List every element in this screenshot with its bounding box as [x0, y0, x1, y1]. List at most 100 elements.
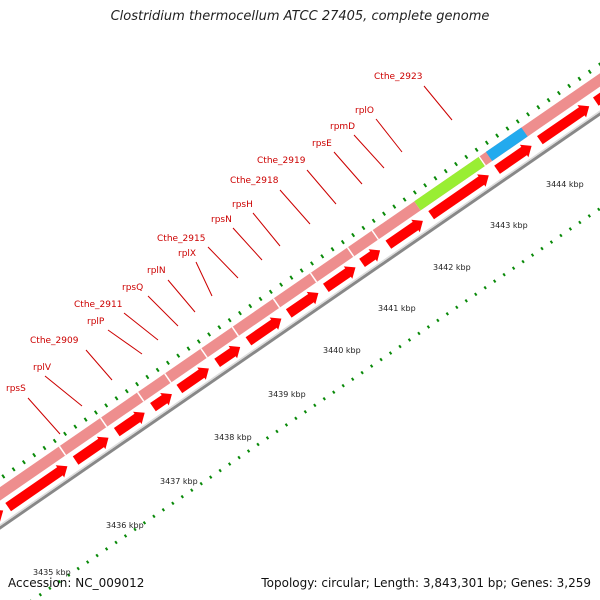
gene-label: rpsS [6, 384, 26, 394]
leader-line [252, 212, 281, 247]
outer-tick [433, 176, 438, 181]
inner-tick-marks [30, 207, 600, 600]
gene-arrow [214, 345, 241, 367]
inner-tick [492, 279, 497, 284]
outer-tick [556, 90, 561, 96]
inner-tick [199, 481, 203, 486]
gene-label: Cthe_2915 [157, 234, 205, 244]
inner-tick [142, 521, 147, 525]
outer-tick [124, 388, 129, 394]
gene-arrow [5, 465, 68, 512]
gene-arrow [150, 393, 172, 412]
outer-tick [474, 147, 479, 153]
outer-tick [464, 154, 469, 160]
outer-tick [227, 318, 232, 323]
inner-tick [407, 338, 412, 342]
pink-track-divider [231, 326, 240, 337]
outer-tick [258, 296, 263, 302]
inner-tick [265, 436, 270, 440]
inner-tick [209, 475, 213, 479]
outer-tick [165, 360, 170, 366]
outer-tick [567, 83, 572, 89]
outer-tick [155, 367, 160, 373]
outer-tick [207, 332, 212, 337]
outer-tick [145, 374, 150, 380]
inner-tick [351, 377, 355, 381]
gene-label: rpsH [232, 200, 253, 210]
gene-arrow [494, 144, 532, 174]
outer-tick [289, 275, 294, 280]
leader-line [107, 329, 143, 355]
pink-track-divider [309, 272, 318, 283]
outer-tick [186, 346, 191, 351]
inner-tick [133, 527, 137, 532]
outer-tick-marks [1, 62, 600, 479]
pink-track-divider [200, 348, 208, 358]
inner-tick [578, 220, 582, 225]
inner-tick [597, 207, 600, 212]
outer-tick [371, 218, 376, 224]
outer-tick [423, 183, 428, 188]
kbp-label: 3438 kbp [214, 433, 252, 442]
inner-tick [180, 494, 184, 499]
inner-tick [521, 259, 525, 264]
inner-tick [417, 331, 421, 336]
pink-track-divider [136, 391, 145, 402]
outer-tick [217, 325, 222, 330]
inner-tick [540, 246, 544, 251]
outer-tick [52, 438, 57, 444]
inner-tick [474, 292, 478, 297]
kbp-label: 3444 kbp [546, 180, 584, 189]
inner-tick [559, 233, 563, 238]
inner-tick [237, 455, 241, 460]
inner-tick [426, 325, 431, 329]
inner-tick [284, 423, 289, 427]
inner-tick [549, 240, 554, 244]
leader-line [333, 151, 363, 185]
outer-tick [21, 459, 26, 465]
inner-tick [67, 573, 71, 577]
pink-track-divider [346, 247, 355, 257]
leader-line [232, 227, 263, 261]
leader-line [123, 312, 159, 341]
inner-tick [104, 547, 109, 551]
inner-tick [587, 214, 591, 218]
outer-tick [577, 76, 582, 82]
outer-tick [526, 112, 530, 117]
inner-tick [256, 442, 260, 447]
leader-line [375, 118, 403, 153]
genome-backbone [0, 110, 600, 530]
accession-label: Accession: NC_009012 [8, 576, 145, 590]
inner-tick [275, 429, 279, 434]
outer-tick [83, 417, 88, 422]
leader-line [44, 375, 83, 407]
gene-label: rplV [33, 363, 52, 373]
kbp-label: 3435 kbp [33, 568, 71, 577]
backbone-line [0, 112, 600, 530]
inner-tick [85, 560, 90, 564]
inner-tick [48, 586, 52, 590]
outer-tick [63, 431, 68, 437]
inner-tick [322, 396, 326, 401]
leader-line [279, 189, 311, 225]
inner-tick [388, 351, 393, 355]
feature-track-pink [0, 73, 600, 501]
leader-line [306, 169, 337, 205]
inner-tick [530, 253, 535, 257]
outer-tick [340, 239, 345, 245]
inner-tick [95, 553, 99, 558]
outer-tick [412, 190, 417, 195]
inner-tick [218, 468, 222, 473]
gene-label: Cthe_2909 [30, 336, 79, 346]
inner-tick [483, 285, 487, 290]
outer-tick [515, 119, 520, 124]
inner-tick [152, 514, 156, 519]
gene-label: rplO [355, 106, 374, 116]
outer-tick [361, 225, 366, 231]
outer-tick [104, 403, 109, 408]
outer-tick [392, 204, 397, 209]
outer-tick [454, 161, 458, 167]
pink-track-divider [58, 445, 67, 456]
